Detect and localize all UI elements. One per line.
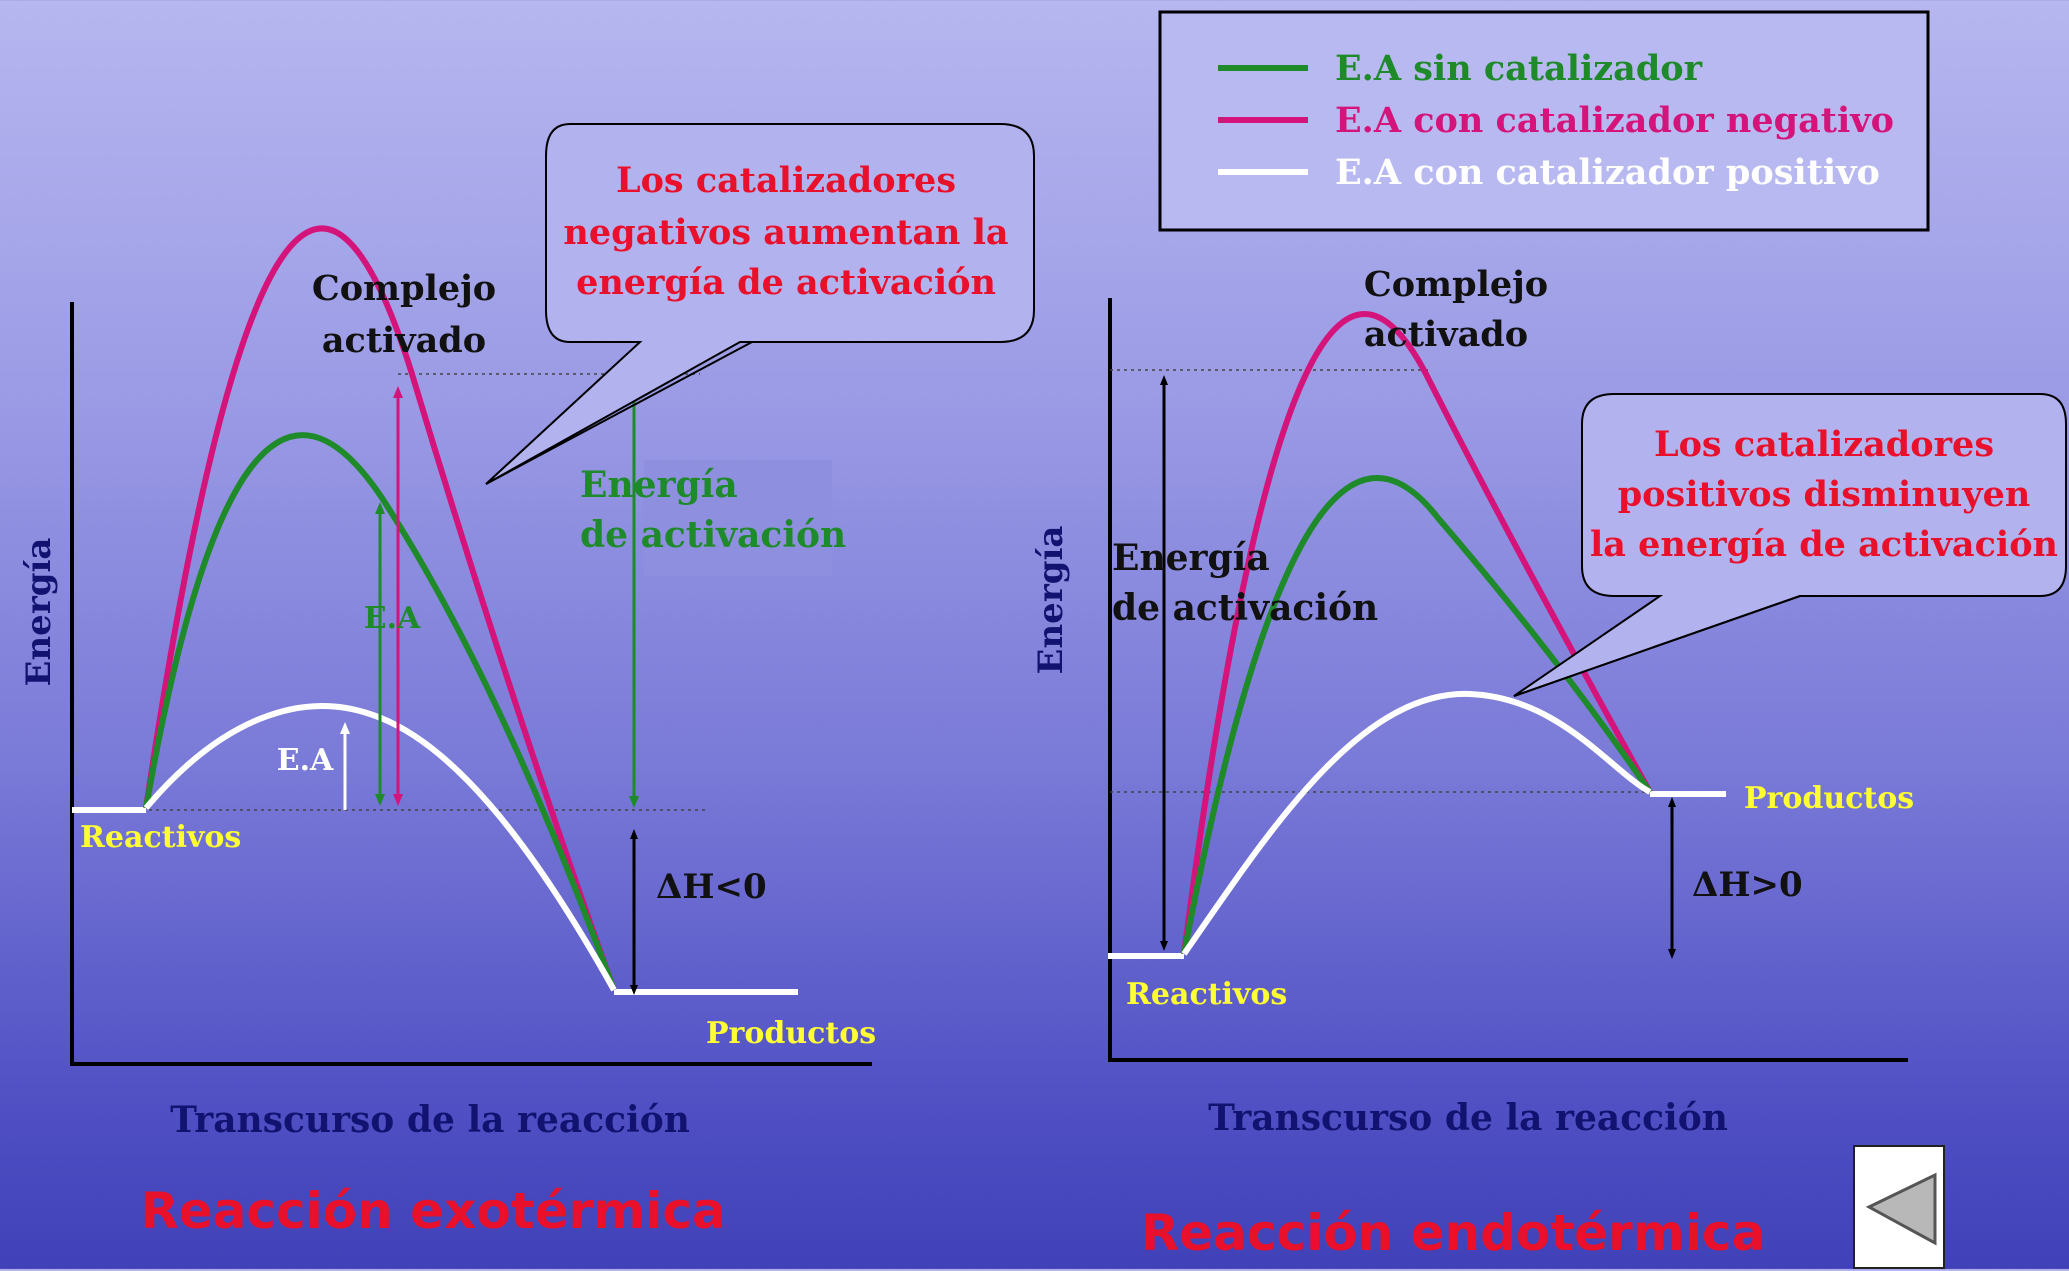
exo-curve-no-catalyst	[143, 432, 617, 992]
endo-y-axis-label: Energía	[1031, 526, 1071, 675]
endo-delta-h-label: ΔH>0	[1692, 865, 1803, 905]
exo-callout-line2a: negativos	[563, 212, 763, 253]
endo-complejo-label: Complejo	[1364, 264, 1548, 305]
exo-ea-label-bg	[644, 460, 832, 576]
exo-ea-green-label: E.A	[364, 601, 421, 636]
exo-curve-negative-catalyst	[143, 225, 617, 992]
exo-activado-label: activado	[322, 320, 486, 361]
endo-callout-pointer	[1513, 595, 1801, 697]
back-button[interactable]	[1853, 1145, 1945, 1269]
exo-y-axis-label: Energía	[19, 538, 59, 687]
endo-activado-label: activado	[1364, 314, 1528, 355]
exo-title: Reacción exotérmica	[140, 1182, 726, 1240]
triangle-left-icon	[1865, 1172, 1937, 1246]
endo-curve-negative-catalyst	[1181, 311, 1653, 955]
legend-label-magenta: E.A con catalizador negativo	[1335, 100, 1894, 141]
exothermic-diagram: Energía Transcurso de la reacción Reacci…	[19, 123, 1035, 1240]
exo-callout-bubble	[485, 123, 1035, 485]
endo-curve-positive-catalyst	[1181, 690, 1652, 956]
endo-activation-energy-label-1: Energía	[1112, 537, 1270, 579]
endo-callout-line2: positivos disminuyen	[1618, 474, 2031, 515]
endo-activation-energy-label-2: de activación	[1112, 587, 1378, 629]
exo-activation-energy-label-2: de activación	[580, 514, 846, 556]
exo-productos-label: Productos	[706, 1016, 876, 1051]
endo-productos-label: Productos	[1744, 781, 1914, 816]
legend: E.A sin catalizador E.A con catalizador …	[1158, 10, 1930, 232]
exo-callout-line1: Los catalizadores	[616, 160, 956, 201]
endo-reactivos-label: Reactivos	[1126, 977, 1287, 1012]
endothermic-diagram: Energía Transcurso de la reacción Reacci…	[1031, 264, 2067, 1262]
exo-activation-energy-label-1: Energía	[580, 464, 738, 506]
exo-ea-white-label: E.A	[277, 743, 334, 778]
endo-callout-line3: la energía de activación	[1590, 524, 2058, 565]
legend-label-green: E.A sin catalizador	[1335, 48, 1703, 89]
exo-delta-h-label: ΔH<0	[656, 867, 767, 907]
exo-complejo-label: Complejo	[312, 268, 496, 309]
endo-title: Reacción endotérmica	[1141, 1204, 1766, 1262]
exo-callout-line2b: aumentan la	[763, 212, 1008, 253]
endo-callout-line1: Los catalizadores	[1654, 424, 1994, 465]
endo-x-axis-label: Transcurso de la reacción	[1208, 1097, 1728, 1139]
exo-callout-line2: negativos aumentan la	[563, 212, 1008, 253]
exo-callout-line3: energía de activación	[576, 262, 996, 303]
endo-curve-no-catalyst	[1181, 475, 1653, 955]
exo-x-axis-label: Transcurso de la reacción	[170, 1099, 690, 1141]
exo-callout-pointer	[485, 341, 753, 485]
legend-label-white: E.A con catalizador positivo	[1335, 152, 1880, 193]
exo-reactivos-label: Reactivos	[80, 820, 241, 855]
